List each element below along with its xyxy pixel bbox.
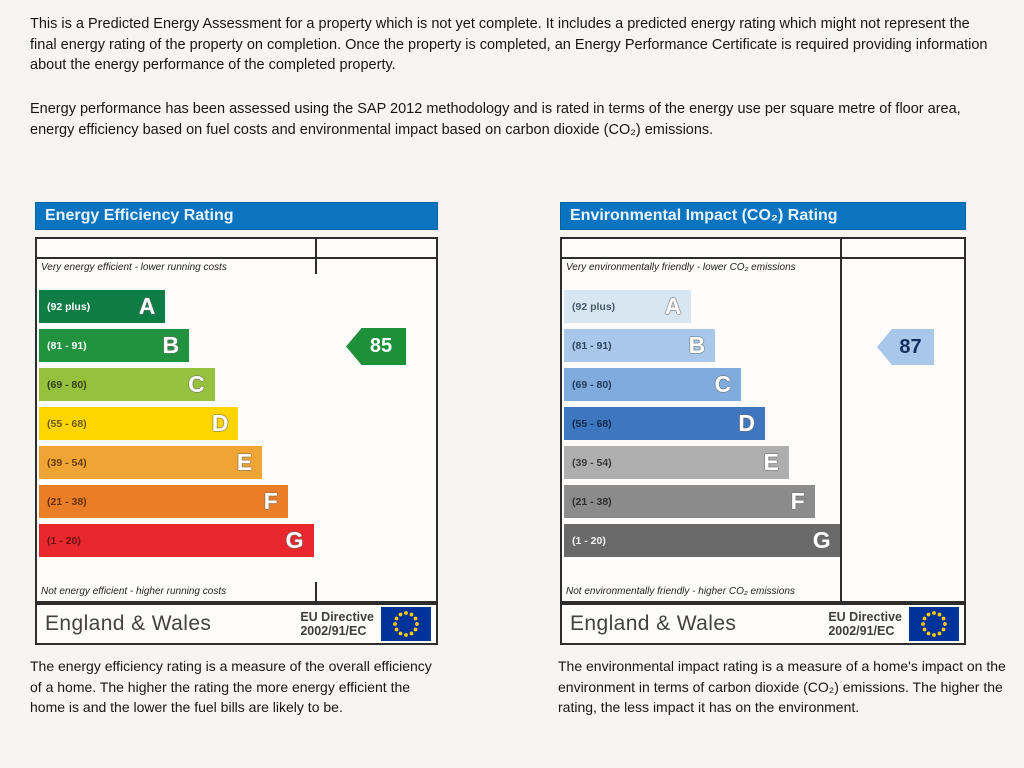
- energy-chart-title: Energy Efficiency Rating: [35, 202, 438, 230]
- band-range-label: (1 - 20): [47, 534, 81, 547]
- band-row-e: (39 - 54) E: [39, 446, 434, 479]
- band-row-b: (81 - 91) B: [39, 329, 434, 362]
- band-range-label: (92 plus): [572, 300, 616, 313]
- intro-paragraph-1: This is a Predicted Energy Assessment fo…: [30, 16, 988, 74]
- column-divider: [840, 239, 842, 601]
- intro-paragraph-2: Energy performance has been assessed usi…: [30, 101, 961, 138]
- rating-table-header-row: [562, 239, 964, 259]
- band-range-label: (92 plus): [47, 300, 91, 313]
- band-range-label: (21 - 38): [47, 495, 87, 508]
- band-range-label: (81 - 91): [572, 339, 612, 352]
- band-range-label: (55 - 68): [47, 417, 87, 430]
- eu-directive-text: EU Directive 2002/91/EC: [828, 610, 902, 638]
- environmental-impact-description: The environmental impact rating is a mea…: [558, 658, 1006, 716]
- band-letter: E: [763, 449, 779, 475]
- current-rating-value: 85: [369, 335, 393, 357]
- band-range-label: (69 - 80): [47, 378, 87, 391]
- band-letter: A: [138, 293, 156, 319]
- band-bar-d: (55 - 68) D: [39, 407, 239, 440]
- band-letter: B: [688, 332, 706, 358]
- band-range-label: (1 - 20): [572, 534, 606, 547]
- eu-directive-text: EU Directive 2002/91/EC: [300, 610, 374, 638]
- band-letter: D: [738, 410, 755, 436]
- eu-flag-icon: [381, 607, 431, 641]
- band-letter: G: [812, 527, 831, 553]
- band-row-f: (21 - 38) F: [564, 485, 962, 518]
- environmental-chart-title: Environmental Impact (CO₂) Rating: [560, 202, 966, 230]
- band-row-a: (92 plus) A: [39, 290, 434, 323]
- energy-chart-box: Very energy efficient - lower running co…: [35, 237, 438, 603]
- energy-bottom-caption: Not energy efficient - higher running co…: [41, 586, 227, 597]
- energy-top-caption: Very energy efficient - lower running co…: [41, 262, 227, 273]
- band-range-label: (21 - 38): [572, 495, 612, 508]
- environmental-rating-bands: (92 plus) A (81 - 91) B (69 - 80) C (55 - 68) D…: [564, 290, 962, 557]
- band-letter: C: [188, 371, 205, 397]
- band-row-g: (1 - 20) G: [39, 524, 434, 557]
- band-bar-a: (92 plus) A: [564, 290, 692, 323]
- band-range-label: (55 - 68): [572, 417, 612, 430]
- band-bar-b: (81 - 91) B: [39, 329, 190, 362]
- band-bar-c: (69 - 80) C: [39, 368, 215, 401]
- band-row-e: (39 - 54) E: [564, 446, 962, 479]
- energy-rating-bands: (92 plus) A (81 - 91) B (69 - 80) C (55 - 68) D…: [39, 290, 434, 557]
- current-rating-value: 87: [899, 335, 922, 358]
- band-letter: E: [236, 449, 253, 475]
- energy-chart-footer: England & Wales EU Directive 2002/91/EC: [35, 603, 438, 645]
- band-letter: F: [263, 488, 278, 514]
- band-bar-g: (1 - 20) G: [564, 524, 841, 557]
- environmental-impact-rating-chart: Environmental Impact (CO₂) Rating Very e…: [560, 202, 966, 645]
- band-row-d: (55 - 68) D: [39, 407, 434, 440]
- band-letter: B: [162, 332, 180, 358]
- environmental-top-caption: Very environmentally friendly - lower CO…: [566, 262, 796, 273]
- eu-flag-icon: [909, 607, 959, 641]
- band-row-f: (21 - 38) F: [39, 485, 434, 518]
- band-row-c: (69 - 80) C: [564, 368, 962, 401]
- band-letter: C: [714, 371, 732, 397]
- band-letter: F: [790, 488, 805, 514]
- band-range-label: (69 - 80): [572, 378, 612, 391]
- column-divider: [315, 239, 317, 274]
- band-bar-f: (21 - 38) F: [39, 485, 288, 518]
- band-bar-g: (1 - 20) G: [39, 524, 314, 557]
- region-label: England & Wales: [45, 612, 212, 635]
- environmental-bottom-caption: Not environmentally friendly - higher CO…: [566, 586, 795, 597]
- band-range-label: (39 - 54): [47, 456, 87, 469]
- region-label: England & Wales: [570, 612, 737, 635]
- band-bar-f: (21 - 38) F: [564, 485, 815, 518]
- band-bar-c: (69 - 80) C: [564, 368, 742, 401]
- band-row-c: (69 - 80) C: [39, 368, 434, 401]
- band-letter: G: [285, 527, 304, 553]
- band-range-label: (39 - 54): [572, 456, 612, 469]
- environmental-chart-footer: England & Wales EU Directive 2002/91/EC: [560, 603, 966, 645]
- band-row-g: (1 - 20) G: [564, 524, 962, 557]
- band-bar-e: (39 - 54) E: [564, 446, 789, 479]
- band-bar-e: (39 - 54) E: [39, 446, 263, 479]
- band-bar-b: (81 - 91) B: [564, 329, 716, 362]
- band-bar-a: (92 plus) A: [39, 290, 166, 323]
- rating-table-header-row: [37, 239, 436, 259]
- band-letter: A: [664, 293, 682, 319]
- environmental-chart-box: Very environmentally friendly - lower CO…: [560, 237, 966, 603]
- band-range-label: (81 - 91): [47, 339, 87, 352]
- energy-efficiency-description: The energy efficiency rating is a measur…: [30, 658, 432, 716]
- band-row-b: (81 - 91) B: [564, 329, 962, 362]
- column-divider: [315, 582, 317, 601]
- energy-efficiency-rating-chart: Energy Efficiency Rating Very energy eff…: [35, 202, 438, 645]
- band-letter: D: [211, 410, 229, 436]
- band-bar-d: (55 - 68) D: [564, 407, 765, 440]
- band-row-a: (92 plus) A: [564, 290, 962, 323]
- band-row-d: (55 - 68) D: [564, 407, 962, 440]
